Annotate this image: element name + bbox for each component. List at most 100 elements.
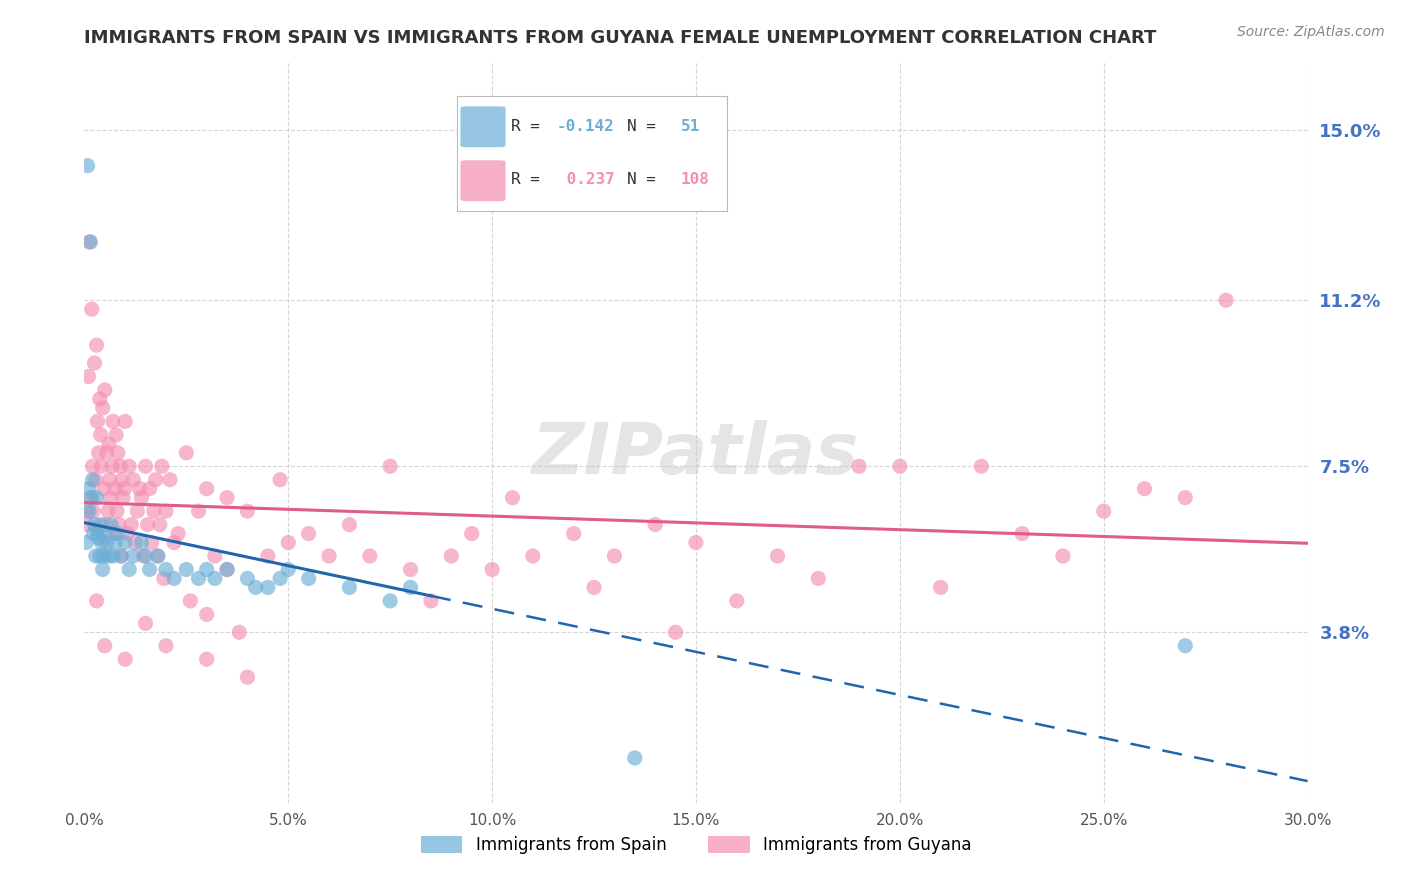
Point: [105, 504, 128, 518]
Point: [96, 535, 118, 549]
Point: [562, 526, 585, 541]
Point: [1174, 639, 1197, 653]
Point: [929, 581, 952, 595]
Point: [163, 535, 186, 549]
Point: [107, 446, 129, 460]
Point: [179, 594, 201, 608]
Point: [110, 459, 132, 474]
Point: [110, 549, 132, 563]
Point: [122, 549, 145, 563]
Point: [187, 571, 209, 585]
Point: [98, 473, 121, 487]
Point: [82, 526, 104, 541]
Point: [1052, 549, 1074, 563]
Point: [91, 562, 114, 576]
Point: [112, 482, 135, 496]
Point: [82, 459, 104, 474]
Point: [236, 571, 259, 585]
Point: [298, 571, 321, 585]
Point: [318, 549, 340, 563]
Point: [118, 459, 141, 474]
Point: [97, 504, 120, 518]
Point: [269, 571, 291, 585]
Legend: Immigrants from Spain, Immigrants from Guyana: Immigrants from Spain, Immigrants from G…: [413, 830, 979, 861]
Point: [104, 482, 127, 496]
Point: [90, 517, 112, 532]
Point: [665, 625, 688, 640]
Point: [399, 562, 422, 576]
Point: [970, 459, 993, 474]
Point: [236, 504, 259, 518]
Point: [217, 491, 239, 505]
Point: [502, 491, 524, 505]
Point: [89, 392, 111, 406]
Point: [522, 549, 544, 563]
Point: [603, 549, 626, 563]
Point: [83, 356, 105, 370]
Point: [138, 482, 160, 496]
Point: [228, 625, 250, 640]
Point: [90, 428, 112, 442]
Point: [889, 459, 911, 474]
Point: [131, 491, 153, 505]
Point: [159, 473, 181, 487]
Point: [93, 383, 115, 397]
Point: [101, 459, 124, 474]
Point: [128, 482, 150, 496]
Point: [204, 571, 226, 585]
Point: [167, 526, 190, 541]
Point: [84, 549, 107, 563]
Point: [298, 526, 321, 541]
Point: [105, 526, 128, 541]
Point: [195, 482, 218, 496]
Point: [96, 446, 118, 460]
Point: [257, 549, 280, 563]
Point: [380, 594, 402, 608]
Text: IMMIGRANTS FROM SPAIN VS IMMIGRANTS FROM GUYANA FEMALE UNEMPLOYMENT CORRELATION : IMMIGRANTS FROM SPAIN VS IMMIGRANTS FROM…: [84, 29, 1157, 47]
Point: [174, 562, 197, 576]
Point: [461, 526, 484, 541]
Point: [100, 517, 122, 532]
Point: [93, 549, 115, 563]
Point: [359, 549, 381, 563]
Point: [101, 549, 124, 563]
Point: [725, 594, 748, 608]
Point: [79, 235, 101, 249]
Point: [1215, 293, 1237, 308]
Point: [75, 535, 97, 549]
Point: [155, 562, 177, 576]
Point: [142, 504, 165, 518]
Point: [131, 535, 153, 549]
Point: [807, 571, 830, 585]
Point: [77, 369, 100, 384]
Point: [77, 482, 100, 496]
Point: [112, 491, 135, 505]
Point: [114, 535, 136, 549]
Point: [135, 459, 157, 474]
Point: [135, 549, 157, 563]
Point: [82, 473, 104, 487]
Point: [195, 652, 218, 666]
Point: [149, 517, 172, 532]
Point: [583, 581, 606, 595]
Point: [77, 235, 100, 249]
Point: [84, 473, 107, 487]
Point: [399, 581, 422, 595]
Point: [103, 526, 125, 541]
Point: [195, 607, 218, 622]
Point: [114, 652, 136, 666]
Point: [97, 437, 120, 451]
Point: [75, 504, 97, 518]
Point: [86, 491, 108, 505]
Point: [145, 473, 167, 487]
Point: [132, 549, 155, 563]
Point: [766, 549, 789, 563]
Point: [89, 549, 111, 563]
Point: [86, 414, 108, 428]
Point: [86, 526, 108, 541]
Point: [135, 616, 157, 631]
Point: [339, 581, 361, 595]
Point: [245, 581, 267, 595]
Point: [440, 549, 463, 563]
Point: [150, 459, 173, 474]
